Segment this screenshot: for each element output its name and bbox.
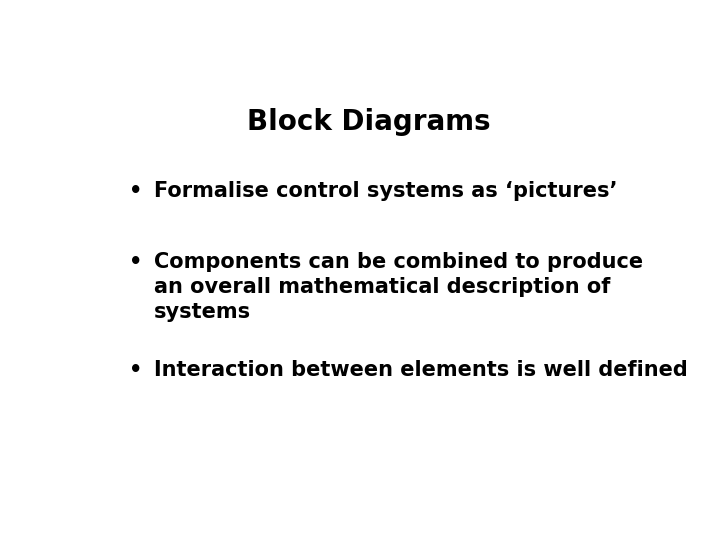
Text: •: • <box>129 360 143 380</box>
Text: •: • <box>129 181 143 201</box>
Text: Interaction between elements is well defined: Interaction between elements is well def… <box>154 360 688 380</box>
Text: Components can be combined to produce
an overall mathematical description of
sys: Components can be combined to produce an… <box>154 252 643 321</box>
Text: •: • <box>129 252 143 272</box>
Text: Block Diagrams: Block Diagrams <box>247 109 491 137</box>
Text: Formalise control systems as ‘pictures’: Formalise control systems as ‘pictures’ <box>154 181 618 201</box>
